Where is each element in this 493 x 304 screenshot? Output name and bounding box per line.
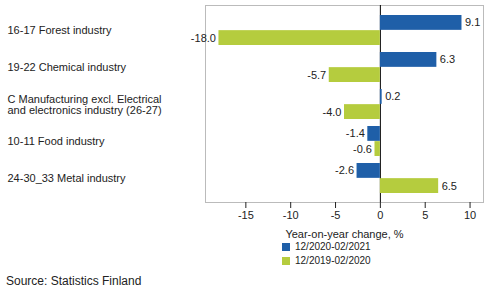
svg-text:6.3: 6.3 bbox=[440, 53, 455, 65]
svg-text:24-30_33 Metal industry: 24-30_33 Metal industry bbox=[8, 172, 127, 184]
svg-text:10-11 Food industry: 10-11 Food industry bbox=[8, 135, 106, 147]
svg-text:-1.4: -1.4 bbox=[346, 127, 365, 139]
svg-text:-0.6: -0.6 bbox=[353, 143, 372, 155]
svg-text:0.2: 0.2 bbox=[385, 90, 400, 102]
svg-text:9.1: 9.1 bbox=[465, 16, 480, 28]
svg-text:19-22 Chemical industry: 19-22 Chemical industry bbox=[8, 61, 127, 73]
html-text:12/2020-02/2021: 12/2020-02/2021 bbox=[295, 241, 371, 252]
svg-text:6.5: 6.5 bbox=[442, 180, 457, 192]
svg-text:-5: -5 bbox=[331, 209, 341, 221]
svg-text:10: 10 bbox=[464, 209, 476, 221]
svg-text:5: 5 bbox=[422, 209, 428, 221]
svg-text:-15: -15 bbox=[238, 209, 254, 221]
svg-text:-4.0: -4.0 bbox=[323, 106, 342, 118]
svg-text:16-17 Forest industry: 16-17 Forest industry bbox=[8, 24, 112, 36]
html-text:12/2019-02/2020: 12/2019-02/2020 bbox=[295, 255, 371, 266]
svg-text:0: 0 bbox=[377, 209, 383, 221]
svg-text:-18.0: -18.0 bbox=[191, 32, 216, 44]
html-text:Source: Statistics Finland: Source: Statistics Finland bbox=[6, 274, 142, 288]
svg-text:-10: -10 bbox=[283, 209, 299, 221]
svg-text:C Manufacturing excl. Electric: C Manufacturing excl. Electricaland elec… bbox=[8, 93, 162, 116]
svg-text:Year-on-year change, %: Year-on-year change, % bbox=[285, 228, 403, 240]
svg-text:-2.6: -2.6 bbox=[335, 164, 354, 176]
svg-text:-5.7: -5.7 bbox=[307, 69, 326, 81]
